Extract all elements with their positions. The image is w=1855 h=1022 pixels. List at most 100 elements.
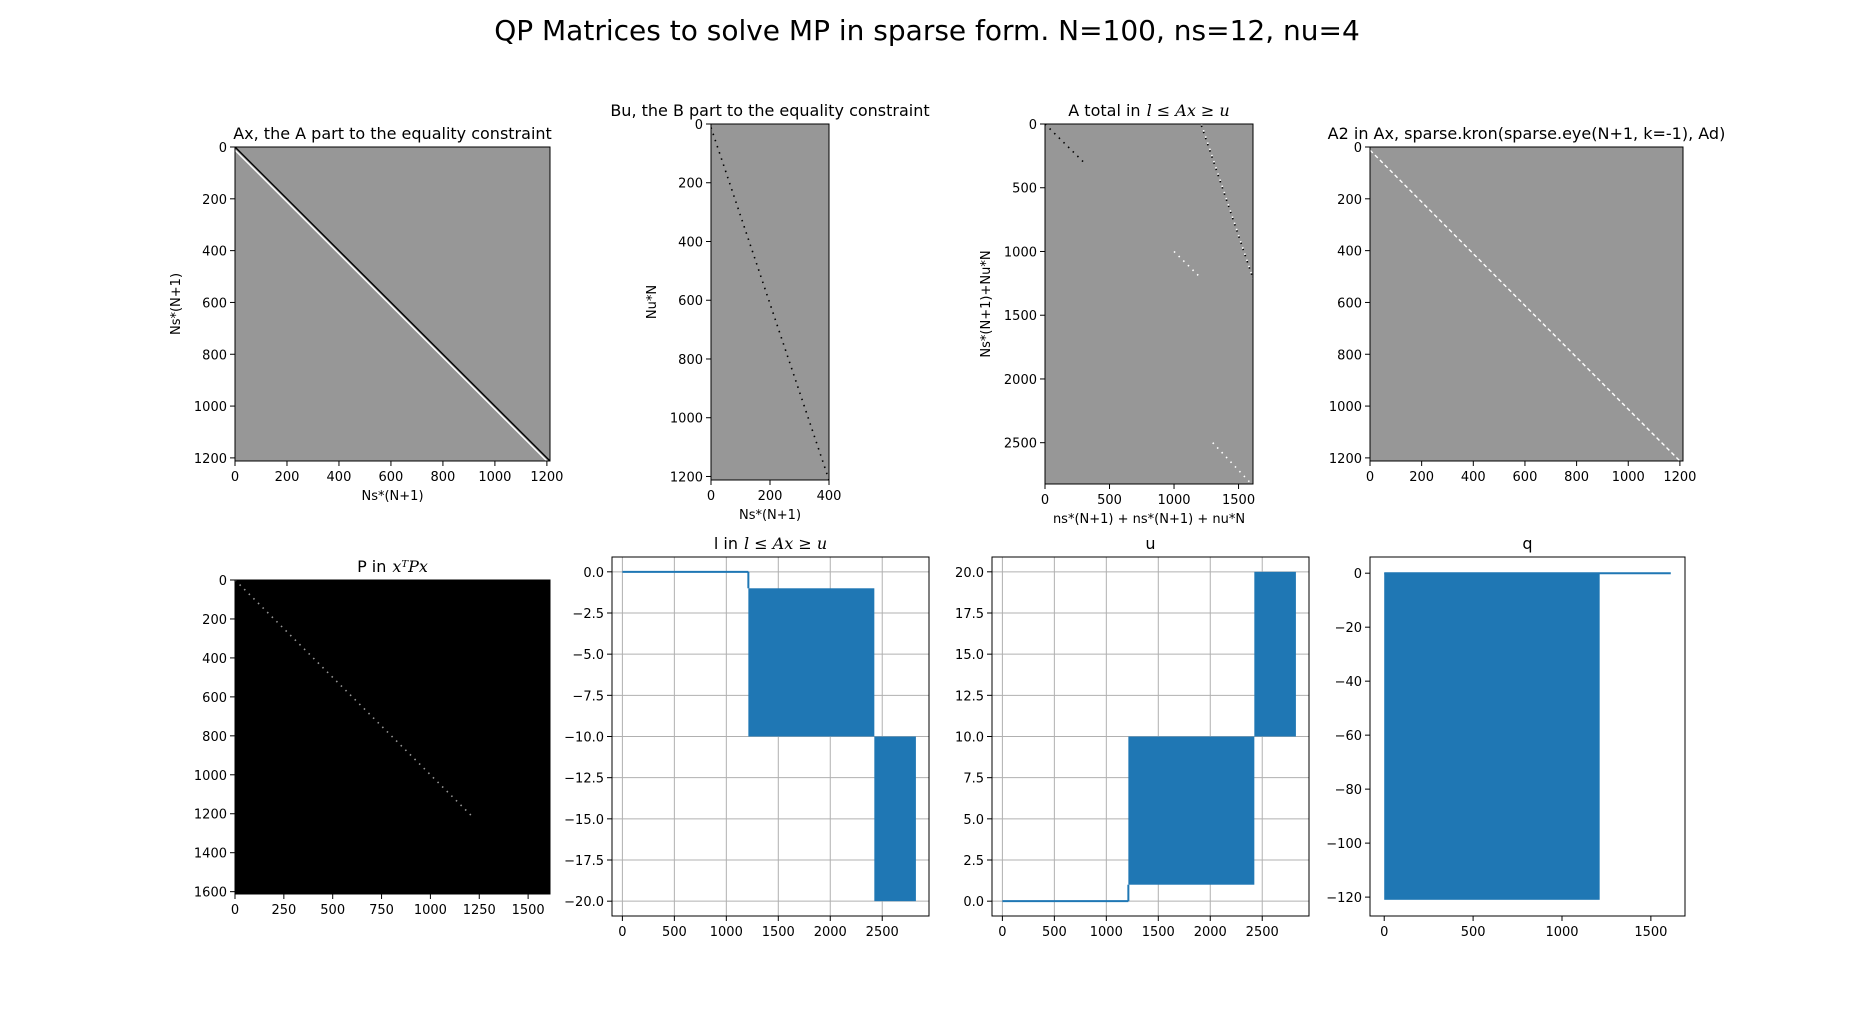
a2-xtick-label: 800 — [1564, 470, 1589, 485]
p-xtick-label: 1500 — [512, 903, 545, 918]
p-ytick-label: 1400 — [194, 847, 227, 862]
atotal-title: A total in l ≤ Ax ≥ u — [1068, 101, 1229, 120]
u-series-block — [1254, 571, 1296, 737]
p-ytick-label: 1000 — [194, 769, 227, 784]
bu-xtick-label: 0 — [707, 489, 715, 504]
l-ytick-label: −15.0 — [564, 813, 604, 828]
p-title: P in xᵀPx — [357, 557, 428, 576]
l-title-text: l in — [714, 534, 738, 553]
ax-xtick-label: 1000 — [478, 470, 511, 485]
atotal-sparsity-band — [1200, 125, 1253, 279]
a2-axes-frame — [1369, 146, 1684, 462]
l-xtick-label: 1500 — [762, 925, 795, 940]
bu-ytick-label: 600 — [678, 294, 703, 309]
bu-ylabel: Nu*N — [645, 285, 660, 319]
ax-subplot: 0 200 400 600 800 1000 1200 0 200 400 600 800 1000 12… — [169, 124, 563, 504]
ax-xtick-label: 200 — [275, 470, 300, 485]
a2-title: A2 in Ax, sparse.kron(sparse.eye(N+1, k=… — [1328, 124, 1726, 143]
a2-ytick-label: 600 — [1337, 296, 1362, 311]
a2-ytick-label: 1000 — [1329, 400, 1362, 415]
u-xtick-label: 500 — [1042, 925, 1067, 940]
l-ytick-label: −5.0 — [572, 648, 604, 663]
ax-xtick-label: 800 — [431, 470, 456, 485]
l-xtick-label: 0 — [618, 925, 626, 940]
a2-ytick-label: 400 — [1337, 245, 1362, 260]
p-ytick-label: 800 — [202, 730, 227, 745]
bu-ytick-label: 200 — [678, 177, 703, 192]
atotal-plot-area — [1045, 124, 1253, 484]
ax-ytick-label: 1200 — [194, 452, 227, 467]
u-title: u — [1145, 534, 1155, 553]
l-series-block — [874, 736, 916, 902]
u-subplot: 0 500 1000 1500 2000 2500 0.0 2.5 5.0 7.5 10.0 12.5… — [955, 534, 1310, 940]
q-ytick-label: −20 — [1335, 621, 1362, 636]
u-ytick-label: 20.0 — [955, 566, 984, 581]
l-xtick-label: 500 — [662, 925, 687, 940]
l-ytick-label: −7.5 — [572, 689, 604, 704]
ax-title-text: Ax, the A part to the equality constrain… — [233, 124, 552, 143]
l-ytick-label: −2.5 — [572, 607, 604, 622]
l-ytick-label: −20.0 — [564, 895, 604, 910]
ax-title: Ax, the A part to the equality constrain… — [233, 124, 552, 143]
atotal-ytick-label: 1000 — [1004, 245, 1037, 260]
atotal-ytick-label: 2500 — [1004, 437, 1037, 452]
ax-xtick-label: 1200 — [530, 470, 563, 485]
p-ytick-label: 1200 — [194, 808, 227, 823]
bu-title-text: Bu, the B part to the equality constrain… — [610, 101, 929, 120]
ax-axes-frame — [234, 146, 551, 462]
l-ytick-label: −17.5 — [564, 854, 604, 869]
ax-marks — [235, 147, 550, 461]
bu-xlabel: Ns*(N+1) — [739, 508, 801, 523]
u-title-text: u — [1145, 534, 1155, 553]
bu-xtick-label: 200 — [758, 489, 783, 504]
ax-xlabel: Ns*(N+1) — [361, 489, 423, 504]
ax-xtick-label: 400 — [327, 470, 352, 485]
p-title-text: P in — [357, 557, 386, 576]
atotal-subplot: 0 500 1000 1500 0 500 1000 1500 2000 2500 A total … — [979, 101, 1255, 527]
bu-ytick-label: 800 — [678, 353, 703, 368]
q-axes-frame — [1369, 556, 1686, 917]
l-title-math: l ≤ Ax ≥ u — [744, 534, 827, 553]
bu-ytick-label: 0 — [695, 118, 703, 133]
atotal-xtick-label: 1000 — [1157, 493, 1190, 508]
atotal-title-math: l ≤ Ax ≥ u — [1147, 101, 1230, 120]
q-xtick-label: 1500 — [1634, 925, 1667, 940]
u-ytick-label: 17.5 — [955, 607, 984, 622]
q-ytick-label: −60 — [1335, 729, 1362, 744]
a2-marks — [1370, 149, 1681, 461]
l-title: l in l ≤ Ax ≥ u — [714, 534, 827, 553]
a2-ytick-label: 800 — [1337, 348, 1362, 363]
p-ytick-label: 200 — [202, 613, 227, 628]
subplot-grid: 0 200 400 600 800 1000 1200 0 200 400 600 800 1000 12… — [169, 101, 1725, 940]
atotal-marks — [1045, 124, 1253, 484]
u-xtick-label: 1000 — [1090, 925, 1123, 940]
ax-ytick-label: 400 — [202, 245, 227, 260]
u-series-block — [1128, 736, 1255, 885]
a2-sparsity-band — [1370, 149, 1681, 461]
ax-ytick-label: 600 — [202, 296, 227, 311]
bu-subplot: 0 200 400 0 200 400 600 800 1000 1200 Bu, the B pa… — [610, 101, 929, 523]
atotal-xlabel: ns*(N+1) + ns*(N+1) + nu*N — [1053, 512, 1245, 527]
q-title-text: q — [1522, 534, 1532, 553]
a2-subplot: 0 200 400 600 800 1000 1200 0 200 400 600 800 1000 12… — [1328, 124, 1726, 485]
p-xtick-label: 1250 — [463, 903, 496, 918]
u-ytick-label: 7.5 — [963, 772, 984, 787]
atotal-sparsity-band — [1045, 124, 1085, 163]
u-ytick-label: 5.0 — [963, 813, 984, 828]
a2-xtick-label: 0 — [1366, 470, 1374, 485]
atotal-ylabel: Ns*(N+1)+Nu*N — [979, 250, 994, 357]
l-subplot: 0 500 1000 1500 2000 2500 0.0 −2.5 −5.0 −7.5 −10.0… — [564, 534, 930, 940]
a2-ytick-label: 1200 — [1329, 452, 1362, 467]
q-title: q — [1522, 534, 1532, 553]
atotal-sparsity-band — [1200, 124, 1253, 279]
atotal-ytick-label: 500 — [1012, 182, 1037, 197]
q-ytick-label: −100 — [1326, 837, 1362, 852]
q-series-block — [1384, 573, 1600, 900]
bu-ytick-label: 400 — [678, 235, 703, 250]
p-axes-frame — [234, 579, 551, 895]
q-ytick-label: 0 — [1354, 567, 1362, 582]
a2-ytick-label: 200 — [1337, 193, 1362, 208]
ax-sparsity-band — [235, 147, 550, 461]
p-ytick-label: 400 — [202, 652, 227, 667]
